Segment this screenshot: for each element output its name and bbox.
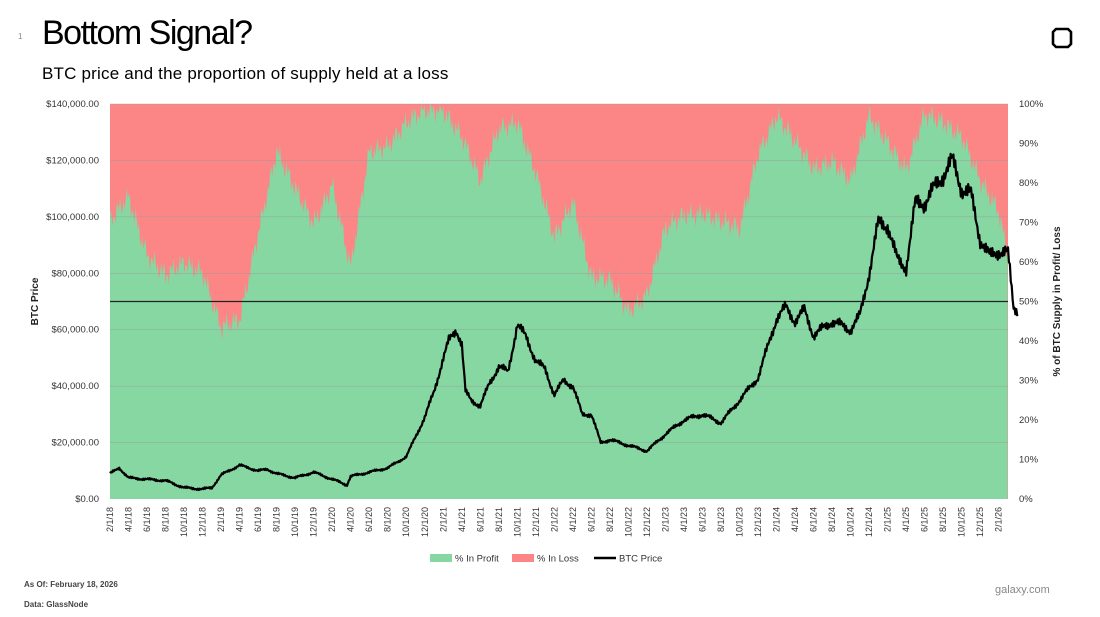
x-tick-label: 10/1/19 [290,507,300,537]
legend-label: % In Loss [537,554,579,565]
y2-tick-label: 60% [1019,257,1039,268]
galaxy-logo-icon [1051,27,1073,49]
y2-tick-label: 40% [1019,336,1039,347]
page-title: Bottom Signal? [42,14,253,52]
x-tick-label: 10/1/23 [735,507,745,537]
axes: $0.00 $20,000.00 $40,000.00 $60,000.00 $80,0… [30,99,1063,537]
x-tick-label: 6/1/23 [697,507,707,532]
x-tick-label: 4/1/18 [124,507,134,532]
x-tick-label: 6/1/24 [809,507,819,532]
x-tick-label: 12/1/23 [753,507,763,537]
x-tick-label: 12/1/21 [531,507,541,537]
x-tick-label: 12/1/20 [420,507,430,537]
x-tick-label: 2/1/18 [105,507,115,532]
y2-tick-label: 0% [1019,494,1033,505]
x-tick-label: 8/1/21 [494,507,504,532]
x-tick-label: 8/1/24 [827,507,837,532]
legend-label: % In Profit [455,554,499,565]
x-tick-label: 12/1/25 [975,507,985,537]
x-tick-label: 2/1/21 [438,507,448,532]
x-tick-label: 10/1/21 [512,507,522,537]
y2-tick-label: 80% [1019,178,1039,189]
y-tick-label: $120,000.00 [46,155,99,166]
x-tick-label: 8/1/19 [272,507,282,532]
legend-item: % In Loss [512,554,579,565]
btc-price-line [109,152,1019,492]
x-tick-label: 8/1/18 [161,507,171,532]
x-tick-label: 4/1/25 [901,507,911,532]
x-tick-label: 10/1/24 [846,507,856,537]
gridlines [110,103,1008,443]
x-tick-label: 4/1/22 [568,507,578,532]
y-tick-label: $60,000.00 [51,325,99,336]
x-tick-label: 10/1/22 [623,507,633,537]
as-of-note: As Of: February 18, 2026 [24,580,118,589]
x-tick-label: 2/1/22 [549,507,559,532]
x-tick-label: 12/1/22 [642,507,652,537]
y2-tick-label: 70% [1019,218,1039,229]
page-subtitle: BTC price and the proportion of supply h… [42,64,449,83]
legend-item: BTC Price [594,554,662,565]
x-tick-label: 2/1/23 [660,507,670,532]
data-source-note: Data: GlassNode [24,600,89,609]
x-tick-label: 12/1/18 [198,507,208,537]
x-tick-label: 4/1/21 [457,507,467,532]
x-tick-label: 4/1/24 [790,507,800,532]
x-tick-label: 4/1/20 [346,507,356,532]
x-tick-label: 6/1/20 [364,507,374,532]
y2-axis-title: % of BTC Supply in Profit/ Loss [1052,226,1063,376]
y-tick-label: $140,000.00 [46,99,99,110]
x-tick-label: 8/1/22 [605,507,615,532]
y-axis-title: BTC Price [30,277,41,325]
x-tick-label: 6/1/22 [586,507,596,532]
y2-tick-label: 50% [1019,297,1039,308]
x-tick-label: 12/1/19 [309,507,319,537]
y-tick-label: $100,000.00 [46,212,99,223]
x-tick-label: 6/1/21 [475,507,485,532]
x-tick-label: 2/1/19 [216,507,226,532]
x-tick-label: 6/1/25 [920,507,930,532]
y-tick-label: $20,000.00 [51,438,99,449]
page-number: 1 [18,32,23,41]
x-tick-label: 4/1/23 [679,507,689,532]
x-tick-label: 10/1/20 [401,507,411,537]
y2-tick-label: 90% [1019,139,1039,150]
y2-tick-label: 30% [1019,376,1039,387]
x-tick-label: 8/1/25 [938,507,948,532]
x-tick-label: 6/1/19 [253,507,263,532]
legend-swatch [430,554,452,562]
legend: % In Profit % In Loss BTC Price [430,554,662,565]
y-tick-label: $40,000.00 [51,381,99,392]
x-tick-label: 10/1/18 [179,507,189,537]
x-tick-label: 4/1/19 [235,507,245,532]
y-tick-label: $80,000.00 [51,268,99,279]
legend-item: % In Profit [430,554,499,565]
brand-link[interactable]: galaxy.com [995,584,1050,596]
x-tick-label: 2/1/25 [883,507,893,532]
y2-tick-label: 20% [1019,415,1039,426]
legend-swatch [512,554,534,562]
x-tick-label: 10/1/25 [957,507,967,537]
x-tick-label: 2/1/20 [327,507,337,532]
x-tick-label: 12/1/24 [864,507,874,537]
legend-label: BTC Price [619,554,662,565]
y2-tick-label: 10% [1019,455,1039,466]
y-tick-label: $0.00 [75,494,99,505]
x-tick-label: 8/1/23 [716,507,726,532]
x-tick-label: 2/1/26 [994,507,1004,532]
price-layer [109,152,1019,492]
y2-tick-label: 100% [1019,99,1044,110]
x-tick-label: 6/1/18 [142,507,152,532]
x-tick-label: 2/1/24 [772,507,782,532]
x-tick-label: 8/1/20 [383,507,393,532]
